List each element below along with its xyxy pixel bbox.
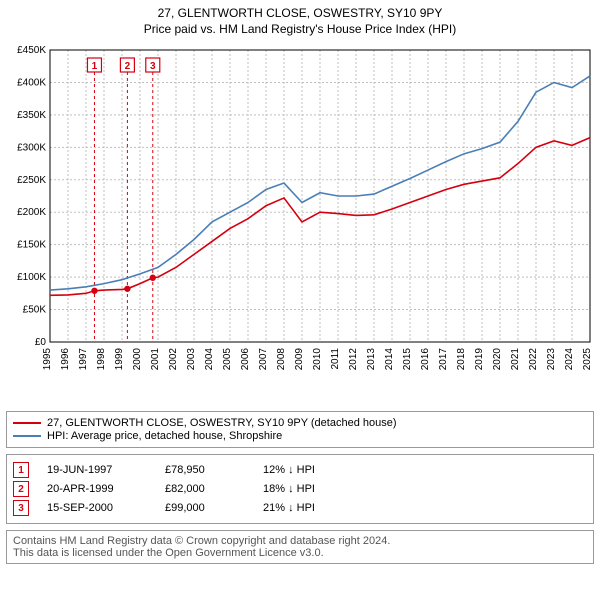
legend-row: 27, GLENTWORTH CLOSE, OSWESTRY, SY10 9PY… — [13, 417, 587, 429]
price-chart: £0 £50K £100K £150K £200K £250K £300K £350K £400… — [6, 42, 594, 405]
svg-text:£450K: £450K — [17, 45, 46, 56]
sale-date: 20-APR-1999 — [47, 483, 147, 495]
legend-label: 27, GLENTWORTH CLOSE, OSWESTRY, SY10 9PY… — [47, 417, 397, 429]
table-row: 3 15-SEP-2000 £99,000 21% ↓ HPI — [13, 500, 587, 516]
sale-hpi: 21% ↓ HPI — [263, 502, 587, 514]
svg-text:2010: 2010 — [312, 348, 323, 371]
svg-text:2024: 2024 — [564, 348, 575, 371]
svg-text:2019: 2019 — [474, 348, 485, 371]
sale-date: 15-SEP-2000 — [47, 502, 147, 514]
svg-text:2000: 2000 — [132, 348, 143, 371]
svg-text:2015: 2015 — [402, 348, 413, 371]
sale-marker-icon: 3 — [13, 500, 29, 516]
legend: 27, GLENTWORTH CLOSE, OSWESTRY, SY10 9PY… — [6, 411, 594, 448]
page-title: 27, GLENTWORTH CLOSE, OSWESTRY, SY10 9PY — [6, 6, 594, 20]
legend-label: HPI: Average price, detached house, Shro… — [47, 430, 282, 442]
svg-text:2023: 2023 — [546, 348, 557, 371]
footer-line: This data is licensed under the Open Gov… — [13, 547, 587, 559]
chart-svg: £0 £50K £100K £150K £200K £250K £300K £350K £400… — [6, 42, 594, 402]
sale-hpi: 12% ↓ HPI — [263, 464, 587, 476]
svg-text:2002: 2002 — [168, 348, 179, 371]
table-row: 1 19-JUN-1997 £78,950 12% ↓ HPI — [13, 462, 587, 478]
svg-text:1997: 1997 — [78, 348, 89, 371]
svg-text:£100K: £100K — [17, 272, 46, 283]
svg-text:1996: 1996 — [60, 348, 71, 371]
svg-text:£50K: £50K — [23, 305, 47, 316]
footer: Contains HM Land Registry data © Crown c… — [6, 530, 594, 564]
svg-text:1998: 1998 — [96, 348, 107, 371]
svg-text:2021: 2021 — [510, 348, 521, 371]
svg-text:2022: 2022 — [528, 348, 539, 371]
svg-text:1995: 1995 — [42, 348, 53, 371]
svg-text:2004: 2004 — [204, 348, 215, 371]
svg-text:2014: 2014 — [384, 348, 395, 371]
svg-text:2012: 2012 — [348, 348, 359, 371]
svg-text:£400K: £400K — [17, 77, 46, 88]
svg-text:2009: 2009 — [294, 348, 305, 371]
sale-marker-icon: 2 — [13, 481, 29, 497]
sale-hpi: 18% ↓ HPI — [263, 483, 587, 495]
svg-text:2007: 2007 — [258, 348, 269, 371]
svg-text:3: 3 — [150, 61, 156, 72]
legend-row: HPI: Average price, detached house, Shro… — [13, 430, 587, 442]
svg-text:2006: 2006 — [240, 348, 251, 371]
legend-swatch — [13, 422, 41, 424]
sale-price: £99,000 — [165, 502, 245, 514]
svg-text:£0: £0 — [35, 337, 47, 348]
svg-text:2020: 2020 — [492, 348, 503, 371]
sale-price: £82,000 — [165, 483, 245, 495]
svg-text:1999: 1999 — [114, 348, 125, 371]
sale-marker-icon: 1 — [13, 462, 29, 478]
sale-price: £78,950 — [165, 464, 245, 476]
svg-text:£250K: £250K — [17, 175, 46, 186]
svg-text:£300K: £300K — [17, 142, 46, 153]
svg-text:2001: 2001 — [150, 348, 161, 371]
svg-text:2: 2 — [125, 61, 131, 72]
footer-line: Contains HM Land Registry data © Crown c… — [13, 535, 587, 547]
svg-text:2011: 2011 — [330, 348, 341, 370]
table-row: 2 20-APR-1999 £82,000 18% ↓ HPI — [13, 481, 587, 497]
svg-text:2008: 2008 — [276, 348, 287, 371]
svg-text:1: 1 — [92, 61, 98, 72]
svg-text:2018: 2018 — [456, 348, 467, 371]
svg-text:2013: 2013 — [366, 348, 377, 371]
svg-text:2003: 2003 — [186, 348, 197, 371]
sales-table: 1 19-JUN-1997 £78,950 12% ↓ HPI 2 20-APR… — [6, 454, 594, 524]
svg-text:£350K: £350K — [17, 110, 46, 121]
svg-text:2025: 2025 — [582, 348, 593, 371]
sale-date: 19-JUN-1997 — [47, 464, 147, 476]
svg-text:£200K: £200K — [17, 207, 46, 218]
legend-swatch — [13, 435, 41, 437]
svg-text:£150K: £150K — [17, 240, 46, 251]
svg-text:2016: 2016 — [420, 348, 431, 371]
page-subtitle: Price paid vs. HM Land Registry's House … — [6, 22, 594, 36]
svg-text:2005: 2005 — [222, 348, 233, 371]
svg-text:2017: 2017 — [438, 348, 449, 371]
